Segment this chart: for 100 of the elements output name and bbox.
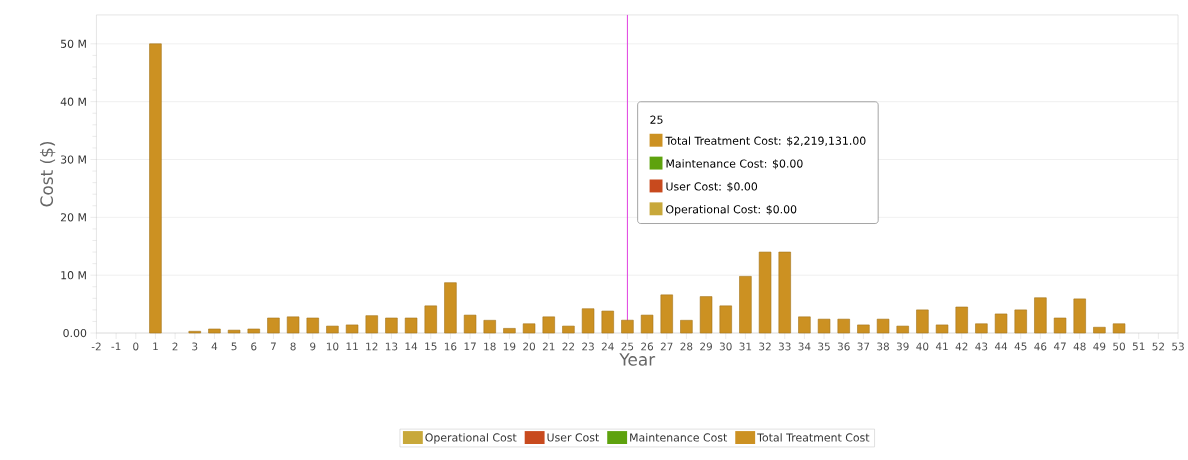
bar: [286, 316, 300, 334]
bar: [444, 282, 457, 334]
x-tick-label: 25: [621, 342, 634, 351]
x-tick-label: 5: [231, 342, 237, 351]
x-tick-label: 33: [778, 342, 791, 351]
x-tick-label: 9: [310, 342, 316, 351]
bar: [758, 251, 772, 334]
x-tick-label: 19: [503, 342, 516, 351]
x-tick-label: 32: [759, 342, 771, 351]
bar: [876, 318, 890, 334]
x-tick-label: 39: [896, 342, 909, 351]
x-tick-label: 41: [935, 342, 948, 350]
bar: [1053, 317, 1067, 334]
bar: [483, 319, 496, 334]
x-tick-label: 2: [172, 342, 178, 351]
bar: [365, 315, 378, 334]
bar: [542, 316, 555, 334]
x-tick-label: 21: [542, 342, 555, 351]
bar: [522, 323, 536, 334]
y-tick-label: 0.00: [63, 328, 87, 338]
bar: [463, 314, 477, 334]
x-tick-label: 24: [601, 342, 614, 351]
annotation: User Cost: $0.00: [666, 181, 758, 192]
bar: [1034, 297, 1047, 334]
bar: [916, 309, 929, 334]
bar: [1112, 323, 1126, 334]
x-tick-label: -2: [91, 342, 101, 351]
legend-label: User Cost: [547, 433, 599, 442]
x-tick-label: 15: [425, 342, 437, 351]
x-tick-label: 37: [857, 342, 870, 351]
x-tick-label: 34: [798, 342, 811, 351]
x-tick-label: 18: [484, 342, 496, 351]
x-tick-label: 45: [1014, 342, 1027, 351]
bar: [621, 319, 634, 334]
bar: [1014, 309, 1027, 334]
bar: [601, 310, 614, 334]
x-tick-label: 36: [837, 342, 850, 351]
x-tick-label: 4: [211, 342, 218, 350]
bar: [817, 318, 831, 334]
x-tick-label: 42: [955, 342, 968, 351]
bar: [640, 314, 654, 334]
bar: [385, 317, 398, 334]
y-axis-title: Cost ($): [39, 141, 56, 207]
x-tick-label: 50: [1113, 342, 1125, 351]
y-tick-label: 10 M: [61, 270, 86, 280]
bar: [247, 328, 260, 334]
bar: [208, 328, 221, 334]
x-tick-label: 38: [877, 342, 889, 351]
legend-label: Total Treatment Cost: [757, 433, 870, 442]
x-tick-label: 11: [346, 342, 358, 350]
annotation: Maintenance Cost: $0.00: [666, 159, 803, 170]
bar: [149, 43, 162, 334]
x-tick-label: 12: [366, 342, 378, 351]
bar: [699, 296, 713, 334]
bar: [562, 325, 575, 334]
legend-label: Operational Cost: [425, 433, 517, 444]
annotation: 25: [650, 115, 663, 124]
bar: [660, 294, 673, 334]
annotation: Operational Cost: $0.00: [666, 204, 797, 216]
x-tick-label: 8: [290, 342, 296, 351]
x-tick-label: 16: [444, 342, 457, 351]
y-tick-label: 50 M: [60, 39, 86, 48]
bar: [935, 324, 949, 334]
x-tick-label: 52: [1152, 342, 1164, 351]
x-tick-label: -1: [111, 342, 121, 350]
x-tick-label: 48: [1073, 342, 1086, 351]
x-tick-label: 7: [270, 342, 276, 350]
x-tick-label: 27: [660, 342, 673, 351]
x-tick-label: 20: [523, 342, 536, 351]
bar: [581, 308, 595, 334]
x-tick-label: 22: [562, 342, 575, 351]
x-tick-label: 44: [994, 342, 1008, 350]
y-tick-label: 30 M: [60, 155, 86, 164]
x-tick-label: 23: [582, 342, 594, 351]
x-tick-label: 13: [385, 342, 398, 351]
x-tick-label: 30: [719, 342, 732, 351]
x-tick-label: 35: [818, 342, 830, 351]
legend-label: Maintenance Cost: [630, 433, 728, 442]
bar: [975, 323, 988, 334]
x-tick-label: 51: [1132, 342, 1145, 351]
bar: [424, 305, 437, 334]
bar: [1073, 298, 1086, 334]
x-tick-label: 49: [1093, 342, 1106, 351]
x-tick-label: 3: [192, 342, 198, 351]
x-tick-label: 40: [916, 342, 929, 351]
bar: [227, 329, 241, 334]
bar: [798, 316, 811, 334]
bar: [896, 325, 909, 334]
bar: [1093, 326, 1106, 334]
x-tick-label: 47: [1053, 342, 1066, 350]
annotation: Total Treatment Cost: $2,219,131.00: [665, 136, 866, 147]
x-tick-label: 10: [326, 342, 339, 351]
x-tick-label: 31: [739, 342, 752, 351]
x-tick-label: 28: [680, 342, 693, 351]
x-tick-label: 53: [1172, 342, 1184, 351]
x-tick-label: 43: [975, 342, 988, 351]
bar: [345, 324, 359, 334]
bar: [994, 313, 1008, 334]
x-tick-label: 6: [251, 342, 257, 351]
x-tick-label: 29: [700, 342, 712, 351]
